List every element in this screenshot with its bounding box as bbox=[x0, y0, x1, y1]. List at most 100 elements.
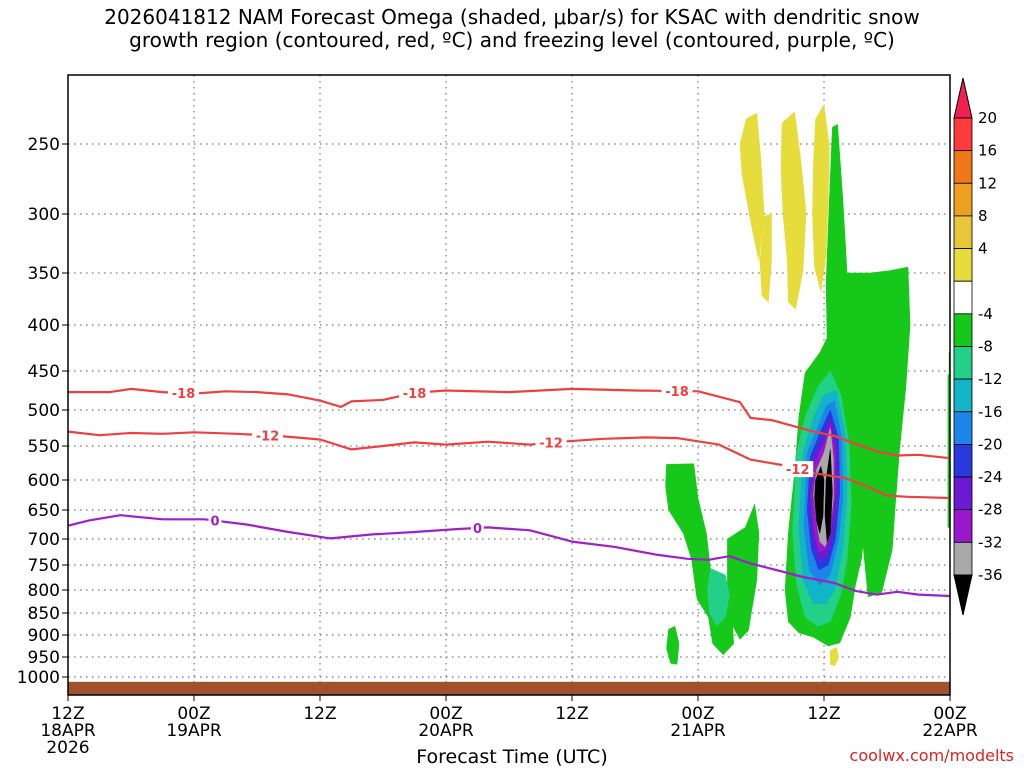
omega-region-green-8 bbox=[727, 503, 760, 640]
omega-region-yellow-4 bbox=[830, 647, 839, 667]
credit-text: coolwx.com/modelts bbox=[849, 746, 1014, 765]
colorbar-label-1: 16 bbox=[978, 142, 997, 160]
contour-label-dgz_minus12-0: -12 bbox=[256, 429, 280, 444]
x-tick-label-60-1: 21APR bbox=[670, 721, 726, 741]
y-tick-label-550: 550 bbox=[28, 437, 60, 457]
colorbar-label-13: -36 bbox=[978, 566, 1003, 584]
y-tick-label-300: 300 bbox=[28, 205, 60, 225]
y-tick-label-700: 700 bbox=[28, 530, 60, 550]
colorbar-label-11: -28 bbox=[978, 501, 1003, 519]
contour-label-dgz_minus18-1: -18 bbox=[403, 387, 427, 402]
colorbar-label-9: -20 bbox=[978, 435, 1003, 453]
contour-label-bg-dgz_minus18-1 bbox=[399, 384, 430, 401]
colorbar-label-8: -16 bbox=[978, 403, 1003, 421]
y-tick-label-800: 800 bbox=[28, 581, 60, 601]
colorbar-segment-11 bbox=[953, 443, 973, 478]
x-tick-label-0-2: 2026 bbox=[46, 738, 89, 758]
x-tick-label-12-1: 19APR bbox=[166, 721, 222, 741]
ground-fill bbox=[68, 681, 950, 695]
contour-label-dgz_minus12-1: -12 bbox=[539, 437, 563, 452]
contour-label-bg-freezing_0-1 bbox=[471, 519, 484, 536]
chart-title: 2026041812 NAM Forecast Omega (shaded, μ… bbox=[0, 6, 1024, 52]
contour-label-freezing_0-0: 0 bbox=[210, 515, 219, 530]
omega-region-yellow-0 bbox=[739, 112, 765, 262]
colorbar-label-0: 20 bbox=[978, 109, 997, 127]
y-tick-label-1000: 1000 bbox=[17, 668, 60, 688]
contour-label-dgz_minus18-0: -18 bbox=[172, 387, 196, 402]
x-tick-label-0-0: 12Z bbox=[51, 704, 84, 724]
colorbar-label-5: -4 bbox=[978, 305, 993, 323]
y-tick-label-750: 750 bbox=[28, 556, 60, 576]
colorbar: 20 16 12 8 4 -4 -8 -12 -16 -20 -24 -28 -32 -36 bbox=[953, 77, 1003, 616]
contour-label-dgz_minus12-2: -12 bbox=[786, 463, 810, 478]
x-tick-label-36-0: 00Z bbox=[429, 704, 462, 724]
colorbar-segment-2 bbox=[953, 150, 973, 184]
omega-region-yellow-3 bbox=[812, 104, 830, 292]
contour-label-bg-dgz_minus12-2 bbox=[782, 461, 814, 478]
x-tick-label-12-0: 00Z bbox=[177, 704, 210, 724]
x-tick-label-84-0: 00Z bbox=[933, 704, 966, 724]
x-axis-label: Forecast Time (UTC) bbox=[416, 746, 608, 768]
omega-shading bbox=[665, 104, 950, 667]
x-tick-label-24-0: 12Z bbox=[303, 704, 336, 724]
colorbar-segment-14 bbox=[953, 541, 973, 576]
contour-label-bg-dgz_minus18-2 bbox=[661, 383, 693, 400]
colorbar-segment-12 bbox=[953, 476, 973, 511]
contour-label-bg-dgz_minus12-1 bbox=[535, 434, 567, 451]
colorbar-segment-13 bbox=[953, 509, 973, 543]
ground-layer bbox=[68, 681, 950, 695]
colorbar-label-4: 4 bbox=[978, 240, 988, 258]
y-tick-label-900: 900 bbox=[28, 626, 60, 646]
x-tick-label-36-1: 20APR bbox=[418, 721, 474, 741]
contour-dgz_minus12 bbox=[67, 430, 951, 500]
colorbar-label-12: -32 bbox=[978, 533, 1003, 551]
y-tick-label-350: 350 bbox=[28, 264, 60, 284]
x-tick-label-84-1: 22APR bbox=[922, 721, 978, 741]
y-tick-label-850: 850 bbox=[28, 604, 60, 624]
chart-title-line-2: growth region (contoured, red, ºC) and f… bbox=[129, 28, 895, 52]
colorbar-segment-6 bbox=[953, 280, 973, 315]
y-tick-label-250: 250 bbox=[28, 135, 60, 155]
y-tick-label-450: 450 bbox=[28, 362, 60, 382]
contour-label-bg-dgz_minus12-0 bbox=[252, 427, 283, 444]
colorbar-segment-1 bbox=[953, 117, 973, 152]
omega-region-black-21 bbox=[824, 449, 833, 542]
colorbar-segment-4 bbox=[953, 215, 973, 249]
contour-freezing_0 bbox=[67, 514, 951, 598]
x-tick-label-60-0: 00Z bbox=[681, 704, 714, 724]
colorbar-segment-3 bbox=[953, 182, 973, 217]
contour-dgz_minus18 bbox=[68, 387, 951, 460]
colorbar-segment-5 bbox=[953, 248, 973, 282]
x-tick-label-0-1: 18APR bbox=[40, 721, 96, 741]
colorbar-segment-7 bbox=[953, 313, 973, 347]
y-tick-label-950: 950 bbox=[28, 648, 60, 668]
omega-region-teal-13 bbox=[707, 568, 730, 627]
chart-title-line-1: 2026041812 NAM Forecast Omega (shaded, μ… bbox=[104, 5, 920, 29]
omega-region-yellow-1 bbox=[759, 213, 772, 303]
colorbar-label-6: -8 bbox=[978, 337, 993, 355]
colorbar-label-3: 8 bbox=[978, 207, 988, 225]
colorbar-label-2: 12 bbox=[978, 174, 997, 192]
omega-region-green-9 bbox=[666, 625, 680, 665]
contour-lines: -18 -18 -18 -12 -12 -12 0 0 bbox=[67, 383, 951, 598]
y-tick-label-600: 600 bbox=[28, 471, 60, 491]
colorbar-segment-8 bbox=[953, 346, 973, 380]
colorbar-label-10: -24 bbox=[978, 468, 1003, 486]
contour-label-dgz_minus18-2: -18 bbox=[665, 385, 689, 400]
plot-frame bbox=[67, 74, 951, 696]
y-tick-label-500: 500 bbox=[28, 401, 60, 421]
y-tick-label-650: 650 bbox=[28, 501, 60, 521]
x-tick-label-72-0: 12Z bbox=[807, 704, 840, 724]
contour-label-freezing_0-1: 0 bbox=[473, 522, 482, 537]
y-tick-label-400: 400 bbox=[28, 316, 60, 336]
colorbar-top-arrow bbox=[953, 77, 973, 119]
pressure-axis: 2503003504004505005506006507007508008509… bbox=[17, 135, 68, 688]
contour-label-bg-dgz_minus18-0 bbox=[168, 385, 199, 402]
contour-label-bg-freezing_0-0 bbox=[208, 512, 222, 529]
colorbar-bottom-arrow bbox=[953, 574, 973, 616]
colorbar-segment-10 bbox=[953, 411, 973, 445]
colorbar-segment-9 bbox=[953, 378, 973, 413]
omega-region-yellow-2 bbox=[780, 111, 807, 310]
